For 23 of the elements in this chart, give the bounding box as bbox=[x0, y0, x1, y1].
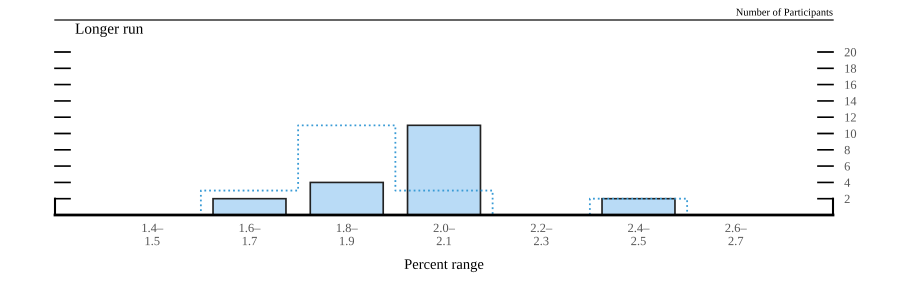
x-tick-label: 1.8– 1.9 bbox=[336, 224, 358, 246]
y-tick-label: 18 bbox=[845, 64, 856, 73]
y-tick-label: 10 bbox=[845, 130, 856, 138]
y-tick-label: 8 bbox=[844, 146, 850, 154]
y-tick-label: 20 bbox=[844, 48, 856, 56]
y-tick-label: 12 bbox=[845, 113, 856, 122]
x-tick-label: 2.6– 2.7 bbox=[725, 224, 747, 246]
y-tick-label: 4 bbox=[844, 178, 850, 187]
y-tick-label: 2 bbox=[844, 194, 850, 204]
x-tick-label: 1.6– 1.7 bbox=[240, 224, 261, 246]
bar bbox=[309, 182, 384, 215]
x-tick-label: 2.0– 2.1 bbox=[434, 224, 456, 246]
x-tick-label: 2.2– 2.3 bbox=[530, 224, 552, 246]
y-axis-title: Number of Participants bbox=[736, 8, 833, 18]
y-tick-label: 16 bbox=[845, 80, 856, 90]
x-tick-label: 1.4– 1.5 bbox=[142, 224, 164, 246]
x-tick-label: 2.4– 2.5 bbox=[628, 224, 650, 246]
chart-title: Longer run bbox=[75, 24, 144, 37]
bar bbox=[212, 198, 287, 215]
bar bbox=[406, 124, 482, 215]
y-tick-label: 6 bbox=[844, 162, 850, 171]
y-tick-label: 14 bbox=[845, 96, 856, 106]
x-axis-title: Percent range bbox=[404, 259, 484, 272]
